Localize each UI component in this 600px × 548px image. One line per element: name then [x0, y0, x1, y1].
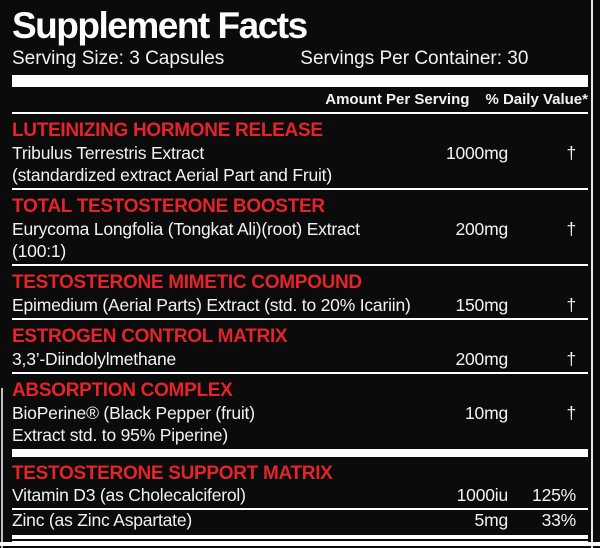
- ingredient-daily-value: †: [566, 143, 576, 163]
- ingredient-amount: 1000iu: [456, 485, 509, 505]
- label-edge-left: [1, 388, 3, 548]
- ingredient-name-text: BioPerine® (Black Pepper (fruit): [12, 403, 255, 423]
- ingredient-name: Tribulus Terrestris Extract (standardize…: [12, 142, 416, 186]
- double-rule-top: [12, 535, 588, 539]
- panel-title: Supplement Facts: [12, 5, 308, 46]
- ingredient-amount: 5mg: [474, 510, 509, 530]
- ingredient-amount: 200mg: [455, 349, 508, 369]
- ingredient-row: Vitamin D3 (as Cholecalciferol) 1000iu 1…: [12, 485, 588, 510]
- ingredient-row: Zinc (as Zinc Aspartate) 5mg 33%: [12, 510, 588, 531]
- thick-separator-bar: [12, 449, 588, 457]
- ingredient-name-text: Epimedium (Aerial Parts) Extract (std. t…: [12, 295, 411, 315]
- ingredient-amount: 200mg: [455, 219, 508, 239]
- ingredient-daily-value: 33%: [541, 510, 577, 530]
- section-heading: TESTOSTERONE MIMETIC COMPOUND: [12, 272, 362, 293]
- ingredient-name: Zinc (as Zinc Aspartate): [12, 510, 416, 531]
- ingredient-row: Eurycoma Longfolia (Tongkat Ali)(root) E…: [12, 218, 588, 266]
- label-edge-bottom: [0, 542, 600, 546]
- ingredient-amount: 1000mg: [445, 143, 508, 163]
- section-heading: TESTOSTERONE SUPPORT MATRIX: [12, 463, 333, 484]
- ingredient-name-text: Eurycoma Longfolia (Tongkat Ali)(root) E…: [12, 219, 360, 261]
- section-testosterone-mimetic-compound: TESTOSTERONE MIMETIC COMPOUND Epimedium …: [12, 272, 588, 320]
- serving-info-row: Serving Size: 3 Capsules Servings Per Co…: [12, 48, 588, 70]
- section-testosterone-support-matrix: TESTOSTERONE SUPPORT MATRIX Vitamin D3 (…: [12, 463, 588, 543]
- column-header-daily-value: % Daily Value*: [485, 91, 588, 108]
- ingredient-subline: Extract std. to 95% Piperine): [12, 425, 228, 445]
- section-estrogen-control-matrix: ESTROGEN CONTROL MATRIX 3,3’-Diindolylme…: [12, 326, 588, 374]
- ingredient-daily-value: †: [566, 349, 576, 369]
- section-heading: ABSORPTION COMPLEX: [12, 380, 233, 401]
- thick-separator-bar: [12, 75, 588, 87]
- serving-size: Serving Size: 3 Capsules: [12, 48, 225, 69]
- section-heading: ESTROGEN CONTROL MATRIX: [12, 326, 288, 347]
- ingredient-name-text: Tribulus Terrestris Extract: [12, 143, 205, 163]
- section-total-testosterone-booster: TOTAL TESTOSTERONE BOOSTER Eurycoma Long…: [12, 196, 588, 266]
- column-header-amount: Amount Per Serving: [325, 91, 470, 108]
- servings-per-container: Servings Per Container: 30: [300, 48, 529, 69]
- section-luteinizing-hormone-release: LUTEINIZING HORMONE RELEASE Tribulus Ter…: [12, 120, 588, 190]
- ingredient-daily-value: †: [566, 403, 576, 423]
- ingredient-name: Vitamin D3 (as Cholecalciferol): [12, 485, 416, 506]
- ingredient-row: Tribulus Terrestris Extract (standardize…: [12, 142, 588, 190]
- section-heading: LUTEINIZING HORMONE RELEASE: [12, 120, 323, 141]
- section-absorption-complex: ABSORPTION COMPLEX BioPerine® (Black Pep…: [12, 380, 588, 457]
- ingredient-amount: 150mg: [455, 295, 508, 315]
- column-header-row: Amount Per Serving % Daily Value*: [12, 90, 588, 114]
- label-edge-right: [591, 0, 593, 548]
- ingredient-name: Eurycoma Longfolia (Tongkat Ali)(root) E…: [12, 218, 416, 262]
- ingredient-row: BioPerine® (Black Pepper (fruit) Extract…: [12, 402, 588, 446]
- section-heading: TOTAL TESTOSTERONE BOOSTER: [12, 196, 325, 217]
- ingredient-subline: (standardized extract Aerial Part and Fr…: [12, 165, 332, 185]
- ingredient-name: Epimedium (Aerial Parts) Extract (std. t…: [12, 294, 416, 316]
- ingredient-daily-value: 125%: [532, 485, 576, 505]
- ingredient-amount: 10mg: [465, 403, 508, 423]
- ingredient-row: 3,3’-Diindolylmethane 200mg †: [12, 348, 588, 374]
- ingredient-name-text: Zinc (as Zinc Aspartate): [12, 510, 192, 530]
- ingredient-name: 3,3’-Diindolylmethane: [12, 348, 416, 370]
- ingredient-name-text: Vitamin D3 (as Cholecalciferol): [12, 485, 246, 505]
- ingredient-name-text: 3,3’-Diindolylmethane: [12, 349, 177, 369]
- ingredient-row: Epimedium (Aerial Parts) Extract (std. t…: [12, 294, 588, 320]
- ingredient-daily-value: †: [566, 295, 576, 315]
- ingredient-daily-value: †: [566, 219, 576, 239]
- ingredient-name: BioPerine® (Black Pepper (fruit) Extract…: [12, 402, 416, 446]
